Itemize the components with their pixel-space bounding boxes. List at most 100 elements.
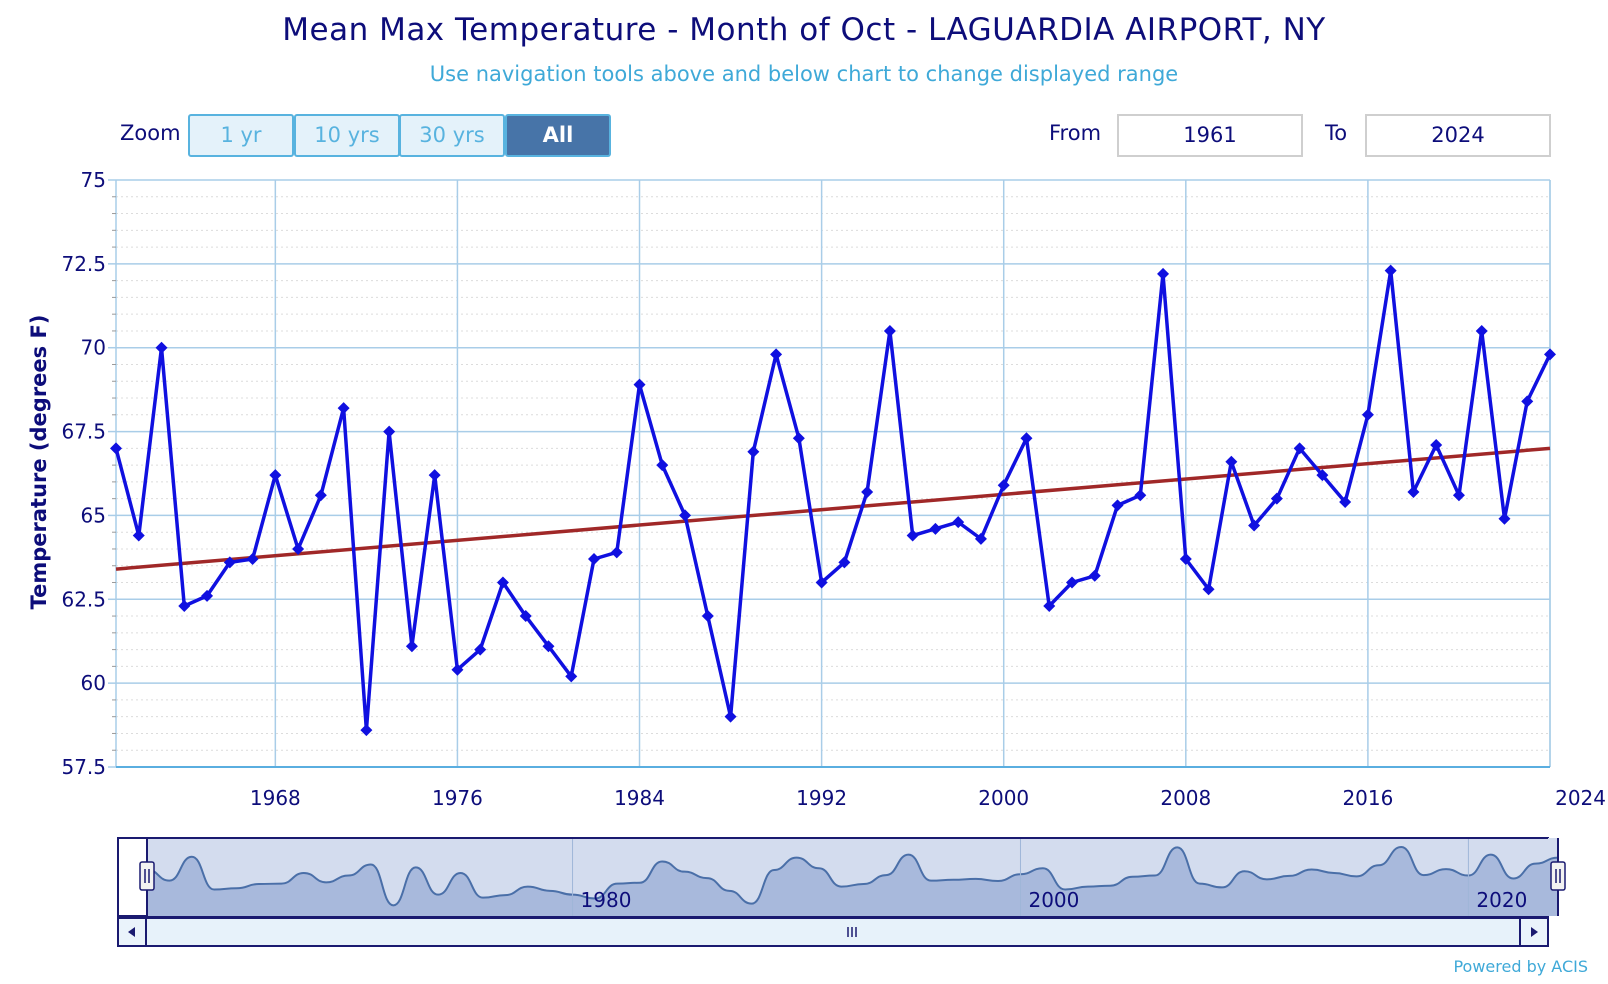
data-point[interactable]	[269, 469, 282, 482]
y-tick-label: 67.5	[61, 420, 106, 444]
y-tick-label: 65	[81, 503, 106, 527]
data-point[interactable]	[360, 724, 373, 737]
data-point[interactable]	[1407, 485, 1420, 498]
data-point[interactable]	[1043, 599, 1056, 612]
chart-grid	[115, 179, 1551, 768]
data-point[interactable]	[519, 610, 532, 623]
zoom-10yrs-button[interactable]: 10 yrs	[294, 114, 400, 157]
x-tick-label: 1976	[432, 786, 483, 810]
data-point[interactable]	[405, 640, 418, 653]
data-point[interactable]	[1111, 499, 1124, 512]
from-input[interactable]: 1961	[1117, 114, 1303, 157]
data-point[interactable]	[337, 402, 350, 415]
scrollbar-track[interactable]	[117, 917, 1549, 947]
data-point[interactable]	[474, 643, 487, 656]
zoom-label: Zoom	[120, 121, 181, 145]
data-point[interactable]	[1452, 489, 1465, 502]
data-point[interactable]	[792, 432, 805, 445]
data-point[interactable]	[883, 324, 896, 337]
data-point[interactable]	[1339, 496, 1352, 509]
y-tick-label: 57.5	[61, 755, 106, 779]
data-point[interactable]	[610, 546, 623, 559]
navigator-left-handle[interactable]	[139, 861, 155, 891]
data-point[interactable]	[838, 556, 851, 569]
data-point[interactable]	[906, 529, 919, 542]
data-point[interactable]	[588, 553, 600, 566]
data-point[interactable]	[1179, 553, 1192, 566]
data-point[interactable]	[701, 610, 714, 623]
data-point[interactable]	[974, 532, 987, 545]
data-point[interactable]	[1544, 348, 1556, 361]
data-point[interactable]	[383, 425, 396, 438]
data-point[interactable]	[428, 469, 441, 482]
data-point[interactable]	[1248, 519, 1261, 532]
data-point[interactable]	[496, 576, 509, 589]
data-point[interactable]	[656, 459, 669, 472]
data-point[interactable]	[1475, 324, 1488, 337]
y-tick-label: 60	[81, 671, 106, 695]
data-point[interactable]	[679, 509, 692, 522]
trend-line-segment	[115, 446, 1551, 571]
y-tick-label: 75	[81, 168, 106, 192]
x-tick-label: 2024	[1555, 786, 1606, 810]
data-point[interactable]	[770, 348, 783, 361]
to-label: To	[1325, 121, 1348, 145]
data-point[interactable]	[1316, 469, 1329, 482]
data-point[interactable]	[314, 489, 327, 502]
data-point[interactable]	[747, 445, 760, 458]
data-point[interactable]	[861, 485, 874, 498]
data-point[interactable]	[1293, 442, 1306, 455]
zoom-30yrs-button[interactable]: 30 yrs	[399, 114, 505, 157]
data-point[interactable]	[1202, 583, 1215, 596]
data-point[interactable]	[1270, 492, 1283, 505]
y-tick-label: 72.5	[61, 252, 106, 276]
chart-subtitle: Use navigation tools above and below cha…	[429, 62, 1179, 86]
zoom-1yr-button[interactable]: 1 yr	[188, 114, 294, 157]
data-point[interactable]	[724, 710, 737, 723]
data-point[interactable]	[246, 553, 259, 566]
data-point[interactable]	[633, 378, 646, 391]
data-point[interactable]	[1157, 267, 1170, 280]
navigator[interactable]: 1980 2000 2020	[117, 837, 1566, 947]
navigator-right-handle[interactable]	[1550, 861, 1566, 891]
data-point[interactable]	[1430, 438, 1443, 451]
navigator-tick-label: 1980	[581, 888, 632, 912]
data-point[interactable]	[1225, 455, 1238, 468]
chart-title: Mean Max Temperature - Month of Oct - LA…	[282, 12, 1326, 48]
navigator-tick-label: 2020	[1476, 888, 1527, 912]
data-point[interactable]	[1384, 264, 1397, 277]
powered-by-link[interactable]: Powered by ACIS	[1453, 957, 1588, 976]
data-point[interactable]	[542, 640, 555, 653]
data-point[interactable]	[201, 589, 214, 602]
to-input[interactable]: 2024	[1365, 114, 1551, 157]
from-label: From	[1049, 121, 1102, 145]
data-point[interactable]	[1066, 576, 1078, 589]
x-tick-label: 1984	[614, 786, 665, 810]
data-point[interactable]	[1088, 569, 1101, 582]
data-point[interactable]	[178, 599, 191, 612]
data-point[interactable]	[1020, 432, 1033, 445]
trend-line	[115, 446, 1551, 571]
data-point[interactable]	[952, 516, 965, 529]
x-tick-label: 2000	[978, 786, 1029, 810]
data-point[interactable]	[1361, 408, 1374, 421]
data-point[interactable]	[815, 576, 828, 589]
x-tick-label: 1992	[796, 786, 847, 810]
data-point[interactable]	[565, 670, 578, 683]
y-tick-label: 62.5	[61, 587, 106, 611]
data-point[interactable]	[1521, 395, 1534, 408]
data-point[interactable]	[155, 341, 168, 354]
data-point[interactable]	[451, 663, 464, 676]
data-point[interactable]	[929, 522, 942, 535]
data-point[interactable]	[292, 542, 305, 555]
navigator-area	[147, 846, 1558, 916]
data-point[interactable]	[110, 442, 122, 455]
data-point[interactable]	[132, 529, 145, 542]
data-point[interactable]	[1498, 512, 1511, 525]
data-point[interactable]	[223, 556, 236, 569]
data-point[interactable]	[1134, 489, 1147, 502]
data-point[interactable]	[997, 479, 1010, 492]
zoom-all-button[interactable]: All	[505, 114, 611, 157]
x-tick-label: 1968	[250, 786, 301, 810]
